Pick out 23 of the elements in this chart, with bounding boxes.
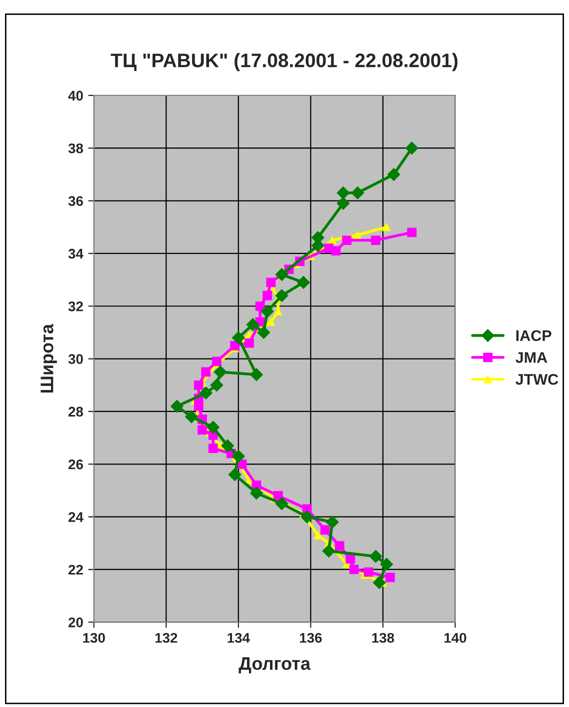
y-tick-label: 24 — [68, 512, 84, 522]
x-tick-label: 134 — [228, 632, 250, 643]
chart-title: ТЦ "PABUK" (17.08.2001 - 22.08.2001) — [110, 53, 458, 72]
x-tick-label: 132 — [155, 632, 178, 643]
y-tick-label: 40 — [68, 90, 83, 101]
x-axis-title: Долгота — [238, 657, 311, 674]
y-tick-label: 26 — [68, 459, 83, 470]
x-tick-label: 130 — [83, 632, 105, 643]
x-tick-label: 136 — [300, 632, 322, 643]
legend-label: IACP — [516, 330, 552, 342]
y-tick-label: 38 — [68, 143, 84, 154]
legend-label: JTWC — [516, 374, 558, 385]
y-tick-label: 30 — [68, 354, 83, 364]
x-tick-label: 140 — [444, 632, 466, 643]
y-tick-label: 28 — [68, 406, 84, 417]
legend-label: JMA — [516, 352, 548, 363]
y-tick-label: 22 — [68, 564, 83, 575]
y-tick-label: 20 — [68, 617, 83, 628]
y-tick-label: 36 — [68, 196, 83, 206]
y-tick-label: 32 — [68, 301, 83, 312]
y-tick-label: 34 — [68, 248, 84, 259]
x-tick-label: 138 — [372, 632, 394, 643]
y-axis-title: Широта — [40, 324, 57, 392]
